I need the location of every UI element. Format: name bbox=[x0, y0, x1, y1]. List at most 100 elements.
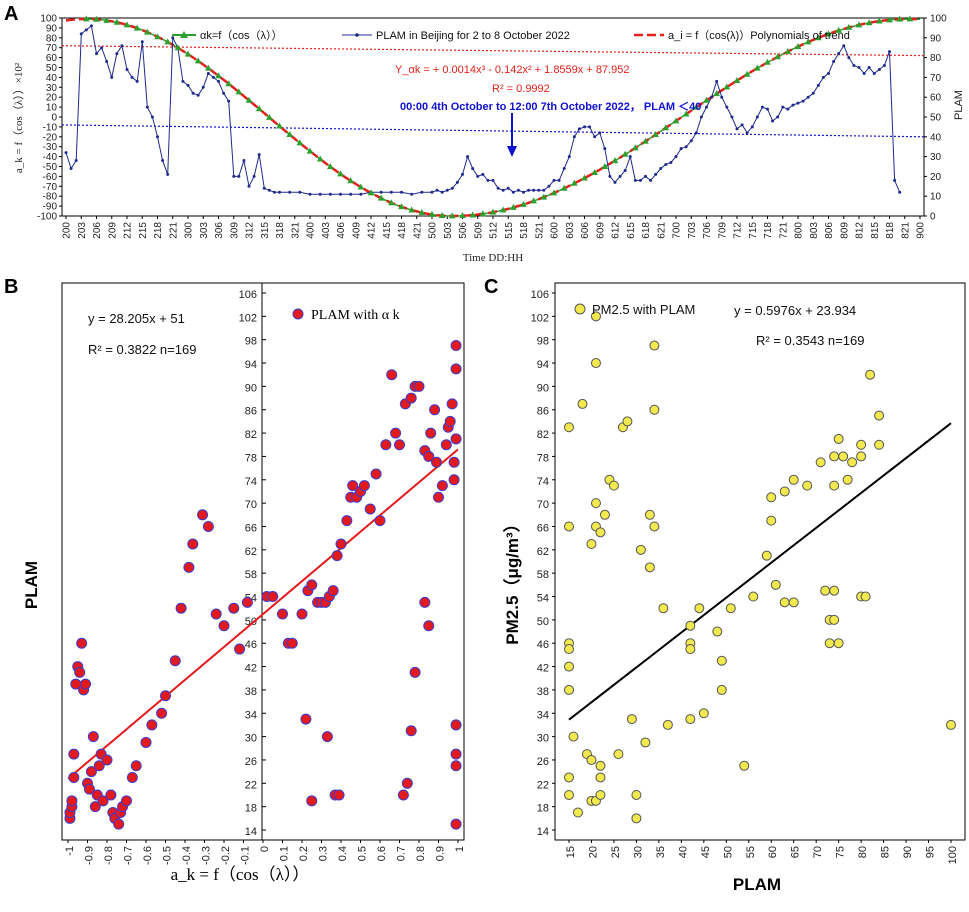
panel-a-plam-point bbox=[608, 174, 612, 178]
panel-a-plam-point bbox=[816, 83, 820, 87]
panel-a-plam-point bbox=[755, 115, 759, 119]
panel-a-ak-point bbox=[215, 72, 222, 79]
panel-a-ytick-left-label: 70 bbox=[46, 43, 58, 54]
panel-c-point bbox=[685, 644, 696, 655]
panel-a-plam-point bbox=[308, 192, 312, 196]
panel-a-plam-point bbox=[633, 178, 637, 182]
panel-a-plam-point bbox=[694, 131, 698, 135]
panel-a-plam-point bbox=[796, 101, 800, 105]
panel-a-plam-point bbox=[659, 166, 663, 170]
panel-a-plam-point bbox=[893, 178, 897, 182]
panel-a-ak-point bbox=[632, 144, 639, 151]
panel-a-plam-point bbox=[267, 188, 271, 192]
panel-a-ak-point bbox=[337, 170, 344, 177]
panel-a-ak-point bbox=[276, 122, 283, 129]
legend-ak-label: αk=f（cos（λ）） bbox=[200, 29, 282, 42]
panel-b-point bbox=[146, 719, 158, 731]
panel-a-xtick-label: 409 bbox=[351, 222, 362, 239]
panel-b-point bbox=[113, 818, 125, 830]
panel-c-point bbox=[590, 498, 601, 509]
panel-a-ytick-left-label: -50 bbox=[43, 162, 58, 173]
panel-c-letter: C bbox=[484, 276, 498, 298]
panel-a-ak-point bbox=[876, 17, 883, 24]
panel-a-xtick-label: 518 bbox=[519, 222, 530, 239]
panel-a-ak-point bbox=[754, 64, 761, 71]
panel-c-point bbox=[564, 644, 574, 655]
panel-b-ytick-label: 26 bbox=[245, 756, 257, 768]
panel-a-ak-point bbox=[388, 199, 395, 206]
panel-a-plam-point bbox=[150, 115, 154, 119]
panel-a-equation: Y_αk = + 0.0014x³ - 0.142x² + 1.8559x + … bbox=[395, 64, 629, 76]
panel-b-point bbox=[386, 369, 398, 381]
panel-a-plam-point bbox=[410, 192, 414, 196]
panel-a-xtick-label: 315 bbox=[260, 222, 271, 239]
panel-b-ytick-label: 66 bbox=[245, 522, 257, 534]
panel-b-point bbox=[126, 771, 138, 783]
panel-b-point bbox=[370, 468, 382, 480]
panel-a-plam-point bbox=[89, 24, 93, 28]
panel-a-plam-point bbox=[867, 66, 871, 69]
panel-b-xtick-label: 0.2 bbox=[298, 846, 310, 861]
panel-a-ytick-left-label: -70 bbox=[43, 182, 58, 193]
panel-b-point bbox=[187, 538, 199, 550]
panel-a-ak-point bbox=[225, 80, 232, 87]
panel-b-point bbox=[183, 561, 195, 573]
panel-a-plam-point bbox=[842, 44, 846, 48]
panel-c-ytick-label: 106 bbox=[531, 289, 549, 301]
panel-a-ak-point bbox=[743, 70, 751, 77]
panel-c-point bbox=[829, 451, 840, 462]
panel-a-plam-point bbox=[882, 64, 886, 68]
panel-a-plam-point bbox=[720, 95, 724, 99]
panel-c-ytick-label: 26 bbox=[537, 756, 549, 768]
panel-c-r2: R² = 0.3543 n=169 bbox=[756, 333, 864, 348]
panel-b-ytick-label: 58 bbox=[245, 569, 257, 581]
panel-a-plam-point bbox=[760, 105, 764, 109]
panel-a-ak-point bbox=[194, 57, 202, 64]
panel-a-ak-point bbox=[693, 103, 700, 110]
panel-a-ak-point bbox=[296, 139, 304, 146]
panel-b-point bbox=[450, 748, 462, 760]
panel-c-xtick-label: 35 bbox=[655, 846, 667, 858]
panel-c-point bbox=[685, 620, 696, 631]
panel-b-point bbox=[450, 719, 462, 731]
panel-b-point bbox=[423, 450, 435, 462]
panel-c-point bbox=[631, 813, 642, 824]
panel-b-y-label: PLAM bbox=[22, 561, 41, 609]
panel-b-point bbox=[210, 608, 222, 620]
panel-a-plam-point bbox=[476, 174, 480, 178]
panel-a-plam-point bbox=[69, 166, 73, 170]
panel-a-xtick-label: 400 bbox=[306, 222, 317, 239]
panel-b-point bbox=[197, 509, 209, 521]
panel-a-plam-point bbox=[527, 188, 531, 192]
panel-a-ytick-right-label: 50 bbox=[930, 113, 942, 124]
panel-a-plam-point bbox=[389, 190, 393, 194]
panel-a-plam-point bbox=[115, 52, 119, 56]
panel-a-plam-point bbox=[638, 178, 642, 182]
panel-c-point bbox=[788, 597, 799, 608]
panel-c-point bbox=[779, 486, 790, 497]
panel-a-xtick-label: 612 bbox=[611, 222, 622, 239]
panel-a-ytick-right-label: 60 bbox=[930, 93, 942, 104]
panel-a-ak-point bbox=[164, 38, 171, 45]
panel-a-ytick-left-label: 80 bbox=[46, 33, 58, 44]
panel-a-xtick-label: 318 bbox=[275, 222, 286, 239]
panel-c-ytick-label: 22 bbox=[537, 779, 549, 791]
panel-a-xtick-label: 815 bbox=[870, 222, 881, 239]
panel-b-point bbox=[296, 608, 308, 620]
panel-a-ytick-left-label: 60 bbox=[46, 53, 58, 64]
panel-c-point bbox=[595, 772, 606, 783]
panel-a-plam-point bbox=[852, 64, 856, 68]
panel-b-point bbox=[364, 503, 376, 515]
panel-a-xtick-label: 709 bbox=[717, 222, 728, 239]
panel-b-point bbox=[169, 655, 181, 667]
panel-a-plam-point bbox=[110, 75, 114, 79]
panel-c-point bbox=[564, 661, 574, 672]
panel-c-point bbox=[770, 579, 781, 590]
panel-c-ytick-label: 58 bbox=[537, 569, 549, 581]
panel-b-legend-marker bbox=[292, 308, 304, 320]
panel-a-xtick-label: 615 bbox=[626, 222, 637, 239]
panel-b-point bbox=[321, 731, 333, 743]
panel-a-ak-point bbox=[906, 15, 914, 22]
panel-b-point bbox=[394, 439, 405, 451]
panel-b-point bbox=[450, 818, 462, 830]
